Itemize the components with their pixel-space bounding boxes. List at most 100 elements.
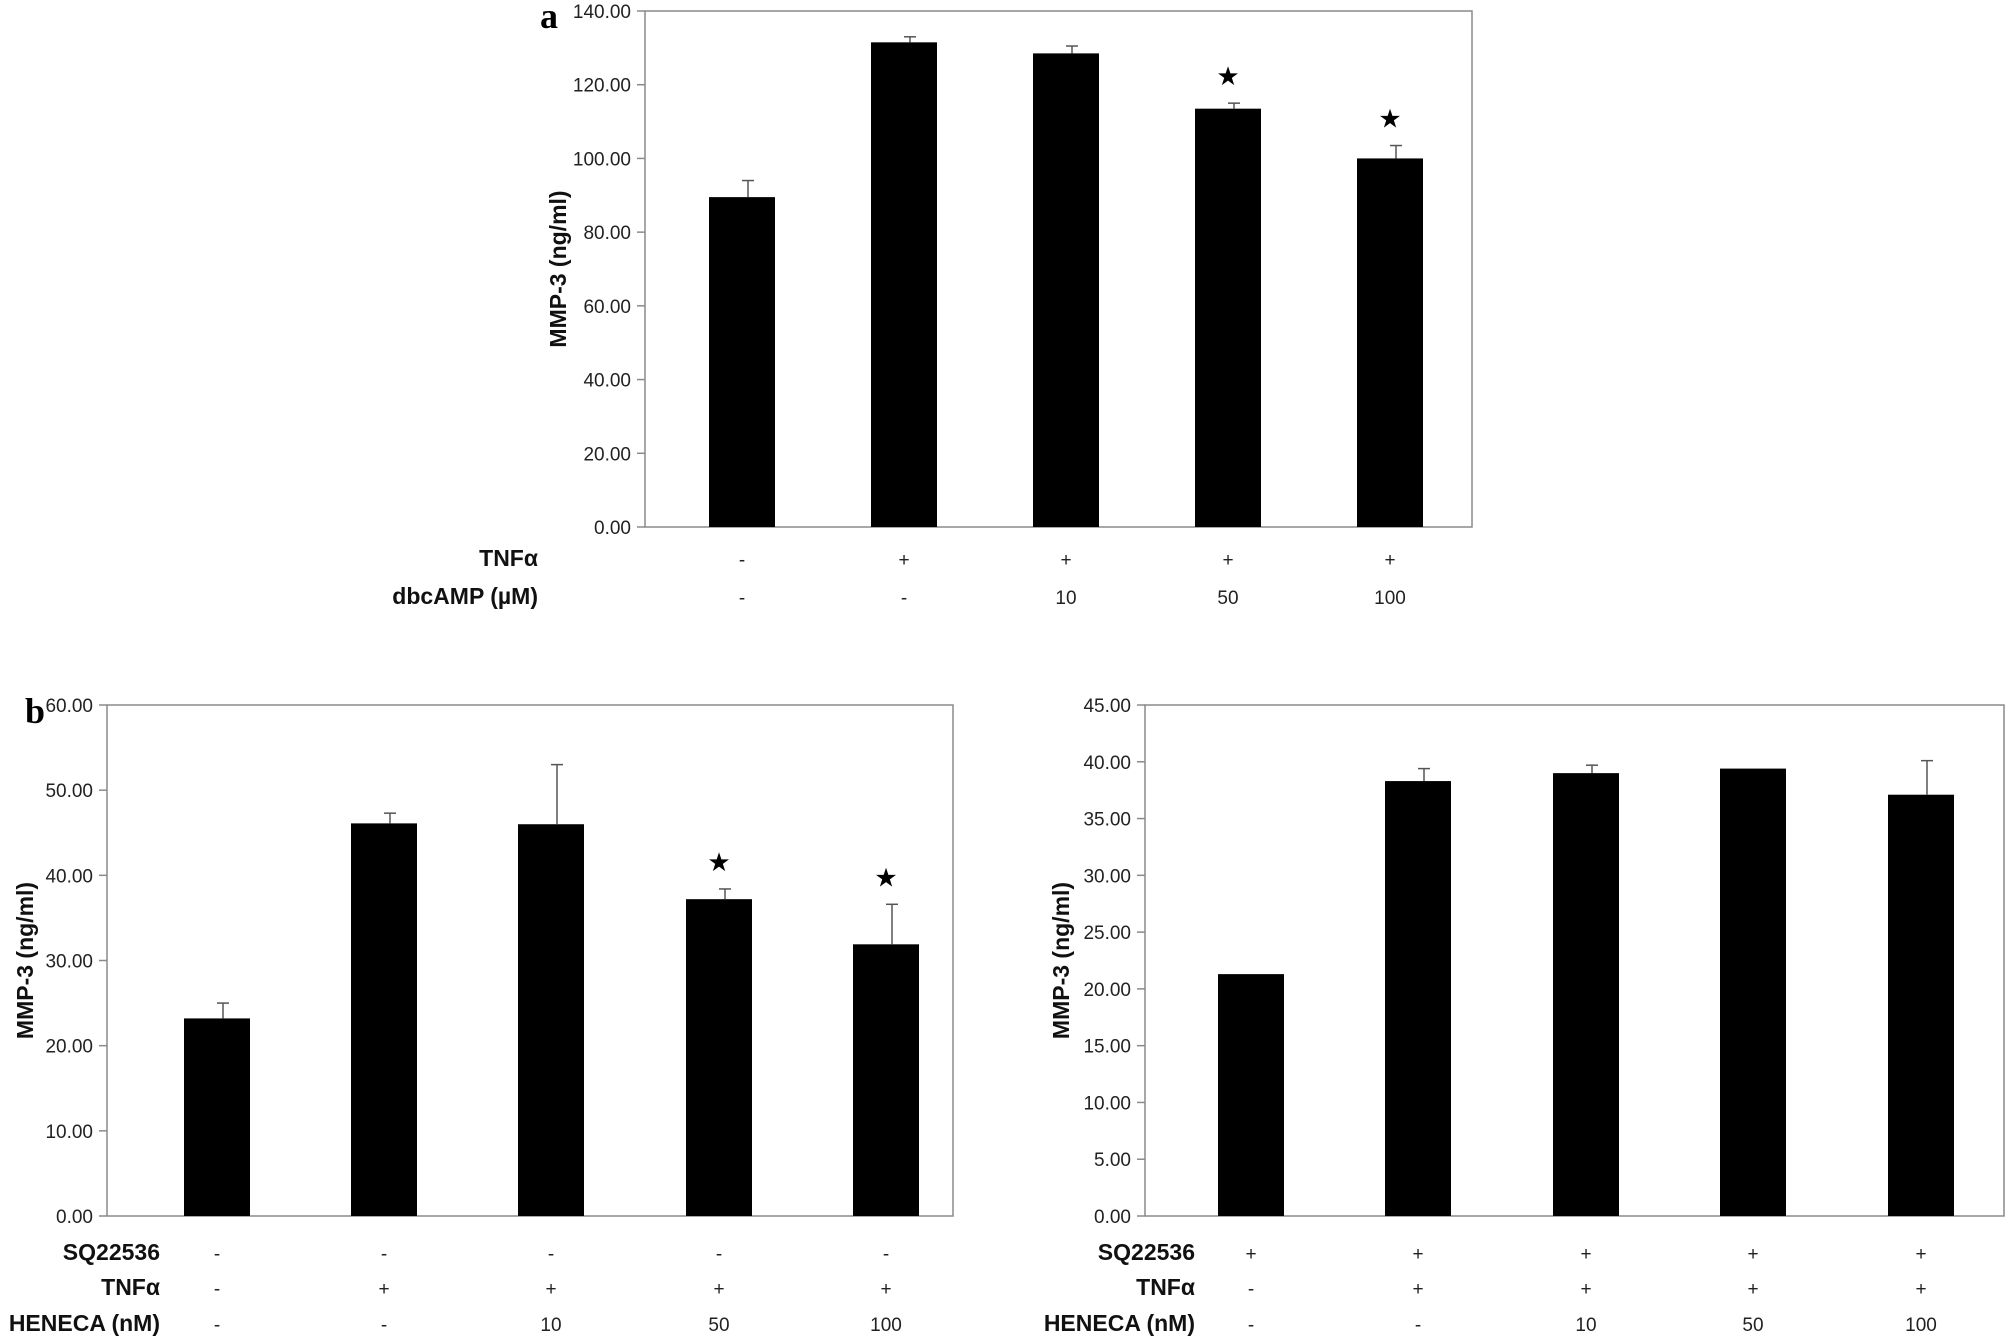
- condition-value: 50: [708, 1315, 729, 1336]
- condition-value: -: [1248, 1279, 1254, 1300]
- y-tick-label: 40.00: [583, 371, 631, 392]
- condition-value: -: [716, 1244, 722, 1265]
- condition-value: -: [381, 1244, 387, 1265]
- condition-value: +: [1580, 1244, 1591, 1265]
- y-tick-label: 20.00: [1083, 980, 1131, 1001]
- bar: [686, 899, 752, 1216]
- bar: [871, 42, 937, 527]
- y-axis-label: MMP-3 (ng/ml): [545, 190, 571, 347]
- condition-value: 100: [1374, 588, 1406, 609]
- bar: [1033, 53, 1099, 527]
- chart-panel-b-left: 0.00 10.00 20.00 30.00 40.00 50.00 60.00 MMP-3 …: [9, 691, 953, 1336]
- condition-value: -: [381, 1315, 387, 1336]
- y-tick-label: 0.00: [1094, 1207, 1131, 1228]
- condition-value: +: [713, 1279, 724, 1300]
- y-tick-label: 15.00: [1083, 1037, 1131, 1058]
- chart-panel-a: 0.00 20.00 40.00 60.00 80.00 100.00 120.00 140.…: [392, 0, 1472, 609]
- condition-value: +: [1412, 1244, 1423, 1265]
- significance-star: ★: [1378, 105, 1401, 135]
- condition-value: 10: [1575, 1315, 1596, 1336]
- condition-value: -: [883, 1244, 889, 1265]
- y-tick-label: 60.00: [45, 696, 93, 717]
- bar: [351, 823, 417, 1216]
- y-tick-label: 30.00: [1083, 866, 1131, 887]
- y-tick-label: 50.00: [45, 781, 93, 802]
- y-tick-label: 60.00: [583, 297, 631, 318]
- bar: [518, 824, 584, 1216]
- y-tick-label: 140.00: [573, 2, 631, 23]
- y-tick-label: 5.00: [1094, 1150, 1131, 1171]
- y-tick-label: 45.00: [1083, 696, 1131, 717]
- condition-value: -: [214, 1244, 220, 1265]
- condition-value: 100: [1905, 1315, 1937, 1336]
- y-tick-label: 100.00: [573, 149, 631, 170]
- condition-row-label: SQ22536: [1098, 1239, 1195, 1265]
- condition-value: 50: [1742, 1315, 1763, 1336]
- y-tick-label: 0.00: [56, 1207, 93, 1228]
- condition-value: +: [1747, 1244, 1758, 1265]
- y-axis-label: MMP-3 (ng/ml): [1048, 882, 1074, 1039]
- condition-value: +: [1580, 1279, 1591, 1300]
- condition-row-label: HENECA (nM): [1044, 1310, 1195, 1336]
- condition-value: -: [901, 588, 907, 609]
- y-tick-label: 0.00: [594, 518, 631, 539]
- condition-value: +: [378, 1279, 389, 1300]
- condition-value: +: [1384, 550, 1395, 571]
- bar: [1195, 109, 1261, 527]
- bar: [1720, 769, 1786, 1216]
- condition-row-label: SQ22536: [63, 1239, 160, 1265]
- condition-value: -: [739, 588, 745, 609]
- condition-value: 10: [540, 1315, 561, 1336]
- condition-value: 10: [1055, 588, 1076, 609]
- significance-star: ★: [707, 848, 730, 878]
- condition-value: -: [214, 1279, 220, 1300]
- condition-value: +: [880, 1279, 891, 1300]
- condition-value: +: [898, 550, 909, 571]
- condition-value: +: [1915, 1279, 1926, 1300]
- condition-value: +: [1412, 1279, 1423, 1300]
- bar: [1218, 974, 1284, 1216]
- condition-value: +: [545, 1279, 556, 1300]
- condition-value: +: [1060, 550, 1071, 571]
- condition-value: -: [1248, 1315, 1254, 1336]
- y-tick-label: 25.00: [1083, 923, 1131, 944]
- bar: [709, 197, 775, 527]
- condition-value: 100: [870, 1315, 902, 1336]
- bar: [1888, 795, 1954, 1216]
- y-tick-label: 10.00: [1083, 1093, 1131, 1114]
- condition-row-label: TNFα: [101, 1274, 160, 1300]
- y-tick-label: 120.00: [573, 76, 631, 97]
- y-tick-label: 30.00: [45, 952, 93, 973]
- y-tick-label: 35.00: [1083, 810, 1131, 831]
- condition-value: -: [1415, 1315, 1421, 1336]
- significance-star: ★: [874, 863, 897, 893]
- condition-value: +: [1245, 1244, 1256, 1265]
- y-tick-label: 20.00: [45, 1037, 93, 1058]
- y-tick-label: 80.00: [583, 223, 631, 244]
- y-tick-label: 10.00: [45, 1122, 93, 1143]
- condition-value: -: [739, 550, 745, 571]
- condition-value: -: [214, 1315, 220, 1336]
- panel-label: a: [540, 0, 558, 36]
- bar: [1553, 773, 1619, 1216]
- condition-row-label: TNFα: [479, 545, 538, 571]
- figure: 0.0020.0040.0060.0080.00100.00120.00140.…: [0, 0, 2006, 1341]
- significance-star: ★: [1216, 62, 1239, 92]
- y-tick-label: 40.00: [45, 866, 93, 887]
- panel-label: b: [25, 691, 45, 731]
- condition-row-label: dbcAMP (µM): [392, 583, 538, 609]
- bar: [1385, 781, 1451, 1216]
- y-axis-label: MMP-3 (ng/ml): [12, 882, 38, 1039]
- condition-value: 50: [1217, 588, 1238, 609]
- bar: [184, 1018, 250, 1216]
- condition-row-label: TNFα: [1136, 1274, 1195, 1300]
- y-tick-label: 40.00: [1083, 753, 1131, 774]
- condition-row-label: HENECA (nM): [9, 1310, 160, 1336]
- condition-value: +: [1222, 550, 1233, 571]
- condition-value: +: [1747, 1279, 1758, 1300]
- bar: [853, 944, 919, 1216]
- chart-panel-b-right: 0.00 5.00 10.00 15.00 20.00 25.00 30.00 35.00 40…: [1044, 696, 2004, 1336]
- y-tick-label: 20.00: [583, 444, 631, 465]
- condition-value: -: [548, 1244, 554, 1265]
- bar: [1357, 158, 1423, 527]
